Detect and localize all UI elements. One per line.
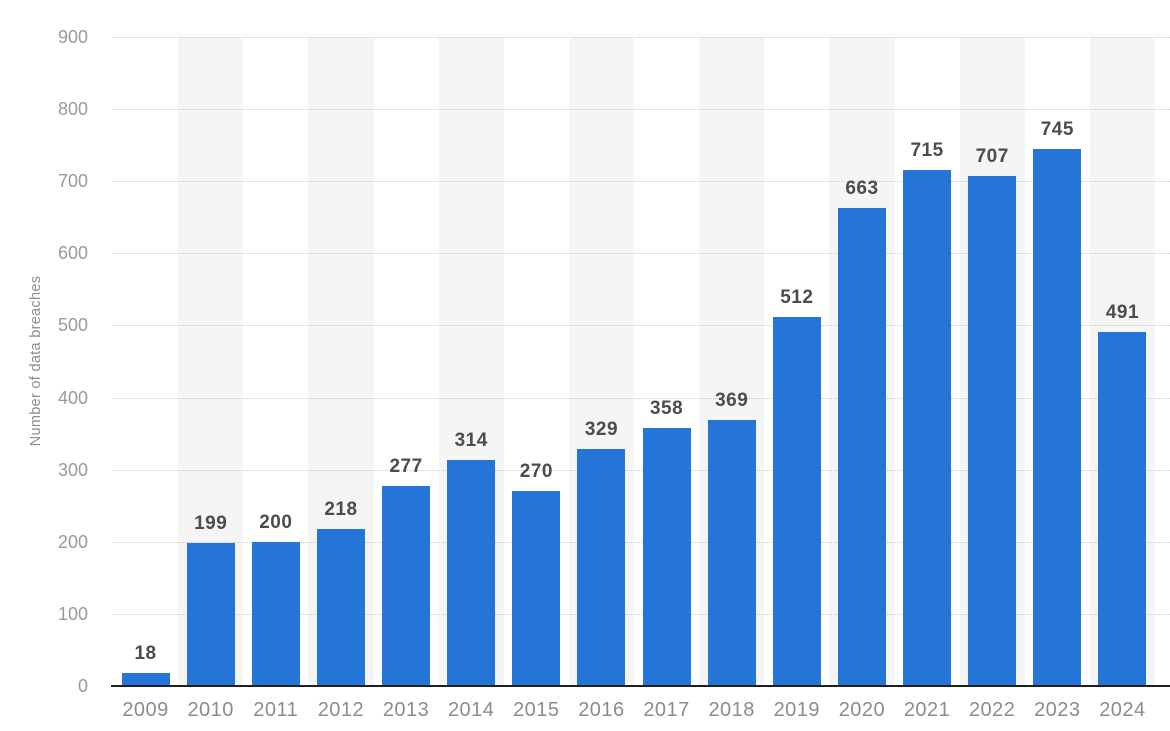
chart-column-2019: 512 2019 — [764, 37, 829, 721]
chart-column-2017: 358 2017 — [634, 37, 699, 721]
y-tick-label: 200 — [57, 531, 88, 552]
bar-2013[interactable] — [382, 486, 431, 686]
gridline — [113, 613, 1170, 615]
bar-2011[interactable] — [251, 541, 300, 686]
y-tick-label: 700 — [57, 171, 88, 192]
chart-column-2010: 199 2010 — [178, 37, 243, 721]
gridline — [113, 37, 1170, 38]
chart-column-2015: 270 2015 — [504, 37, 569, 721]
bar-2010[interactable] — [186, 542, 235, 686]
bar-2012[interactable] — [316, 528, 365, 686]
chart-column-2016: 329 2016 — [569, 37, 634, 721]
bar-value-label: 277 — [389, 456, 423, 478]
y-tick-label: 0 — [77, 676, 88, 696]
bar-2009[interactable] — [121, 673, 170, 686]
gridline — [113, 253, 1170, 255]
bar-value-label: 200 — [259, 511, 293, 533]
bar-value-label: 745 — [1040, 118, 1074, 140]
bar-2021[interactable] — [903, 170, 952, 686]
chart-column-2013: 277 2013 — [374, 37, 439, 721]
y-axis-title: Number of data breaches — [28, 275, 44, 447]
gridlines — [113, 37, 1170, 686]
bar-2017[interactable] — [642, 427, 691, 686]
bar-2022[interactable] — [968, 176, 1017, 686]
bar-2014[interactable] — [447, 459, 496, 686]
y-tick-label: 400 — [57, 387, 88, 408]
gridline — [113, 469, 1170, 471]
gridline — [113, 109, 1170, 111]
bar-value-label: 512 — [780, 286, 814, 308]
x-tick-label: 2023 — [1034, 699, 1081, 721]
chart-column-2023: 745 2023 — [1025, 37, 1090, 721]
x-tick-label: 2024 — [1099, 699, 1146, 721]
x-tick-label: 2010 — [187, 699, 234, 721]
x-tick-label: 2014 — [447, 699, 495, 721]
x-tick-label: 2013 — [382, 699, 430, 721]
bar-value-label: 707 — [975, 146, 1009, 168]
chart-column-2012: 218 2012 — [308, 37, 373, 721]
chart-column-2022: 707 2022 — [960, 37, 1025, 721]
y-tick-label: 300 — [57, 459, 88, 480]
bar-value-label: 218 — [324, 498, 358, 520]
x-tick-label: 2011 — [253, 699, 299, 721]
gridline — [113, 541, 1170, 543]
bar-value-label: 329 — [584, 418, 619, 440]
gridline — [113, 397, 1170, 399]
y-tick-label: 600 — [57, 243, 88, 264]
bar-value-label: 369 — [715, 389, 749, 411]
chart-column-2024: 491 2024 — [1090, 37, 1155, 721]
bar-2023[interactable] — [1033, 148, 1082, 686]
chart-column-2020: 663 2020 — [829, 37, 894, 721]
bar-2019[interactable] — [772, 316, 821, 686]
chart-column-2011: 200 2011 — [243, 37, 308, 721]
gridline — [113, 181, 1170, 183]
bar-value-label: 358 — [649, 397, 684, 419]
bar-value-label: 314 — [454, 429, 488, 451]
x-tick-label: 2015 — [513, 699, 560, 721]
bar-2020[interactable] — [837, 207, 886, 686]
y-tick-label: 900 — [57, 27, 88, 47]
y-tick-label: 500 — [57, 315, 88, 336]
bar-2024[interactable] — [1098, 331, 1147, 686]
chart-column-2021: 715 2021 — [895, 37, 960, 721]
chart-column-2009: 18 2009 — [113, 37, 178, 721]
x-axis-line — [111, 685, 1170, 687]
bar-value-label: 18 — [134, 643, 157, 665]
y-tick-label: 100 — [57, 603, 88, 624]
x-tick-label: 2016 — [578, 699, 625, 721]
bar-value-label: 715 — [910, 140, 944, 162]
chart-column-2018: 369 2018 — [699, 37, 764, 721]
x-tick-label: 2022 — [968, 699, 1016, 721]
x-tick-label: 2019 — [773, 699, 821, 721]
chart-column-2014: 314 2014 — [439, 37, 504, 721]
bar-value-label: 491 — [1105, 301, 1140, 323]
x-tick-label: 2020 — [838, 699, 886, 721]
bar-2015[interactable] — [512, 491, 561, 686]
bar-2018[interactable] — [707, 419, 756, 686]
bar-value-label: 199 — [194, 512, 228, 534]
y-tick-label: 800 — [57, 99, 88, 120]
x-tick-label: 2012 — [317, 699, 365, 721]
bar-2016[interactable] — [577, 448, 626, 686]
plot-area: 18 2009 199 2010 200 2011 218 2012 277 2013 314 201… — [113, 37, 1155, 721]
x-tick-label: 2009 — [122, 699, 169, 721]
bar-value-label: 663 — [845, 177, 879, 199]
bar-value-label: 270 — [519, 461, 553, 483]
x-tick-label: 2021 — [903, 699, 951, 721]
x-tick-label: 2017 — [643, 699, 690, 721]
x-tick-label: 2018 — [708, 699, 755, 721]
gridline — [113, 325, 1170, 327]
